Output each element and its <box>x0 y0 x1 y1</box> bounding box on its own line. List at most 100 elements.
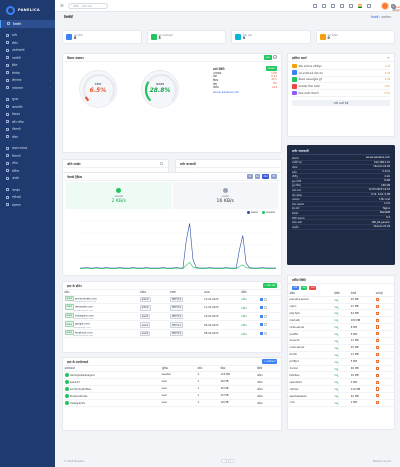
range-button[interactable]: 1घं <box>247 174 254 179</box>
sidebar-item[interactable]: पीएचपी › <box>0 126 55 134</box>
more-icon[interactable]: ⋯ <box>387 55 390 60</box>
domain-name[interactable]: google.com <box>74 322 90 326</box>
search-input[interactable]: ⌕ खोजें... (Ctrl+K) <box>67 2 108 9</box>
table-row[interactable]: productivetvfiles user 1 36 MB सक्रिय <box>63 385 281 393</box>
alert-item[interactable]: नया उपयोगकर्ता जोड़ा गया 5 घंटे <box>292 70 390 77</box>
sidebar-item[interactable]: फ़ाइल प्रबंधक <box>0 145 55 153</box>
sidebar-item[interactable]: डेटाबेस › <box>0 69 55 77</box>
language-flag-icon[interactable] <box>358 3 362 8</box>
sidebar-item[interactable]: सुरक्षा › <box>0 96 55 104</box>
service-row[interactable]: redis-server चालू 8 MB <box>288 323 394 332</box>
service-row[interactable]: proftpd चालू 5 MB <box>288 358 394 366</box>
chevron-left-icon[interactable]: ‹ <box>224 459 225 463</box>
table-row[interactable]: www productivetv.com www.productivetv.com… <box>63 295 281 305</box>
service-row[interactable]: cron चालू 2 MB <box>288 399 394 407</box>
refresh-icon[interactable] <box>273 55 277 60</box>
view-all-alerts-button[interactable]: सभी अलर्ट देखें <box>292 99 390 106</box>
restart-icon[interactable] <box>375 304 379 308</box>
php-tag[interactable]: PHP 8.3 <box>170 313 184 320</box>
service-row[interactable]: clamav चालू 210 MB <box>288 385 394 394</box>
sidebar-item[interactable]: सहायता <box>0 201 55 209</box>
restart-icon[interactable] <box>375 346 379 350</box>
restart-icon[interactable] <box>375 359 379 364</box>
filter-button[interactable]: चालू <box>300 285 308 290</box>
restart-icon[interactable] <box>375 339 379 343</box>
service-row[interactable]: mariadb चालू 180 MB <box>288 316 394 325</box>
sidebar-item[interactable]: ईमेल › <box>0 62 55 70</box>
sidebar-item[interactable]: उपयोगकर्ता › <box>0 47 55 55</box>
php-tag[interactable]: PHP 8.3 <box>170 330 184 337</box>
restart-icon[interactable] <box>375 380 379 384</box>
php-tag[interactable]: PHP 8.3 <box>170 296 184 303</box>
user-name[interactable]: facebookhubs <box>70 394 88 398</box>
page-pager[interactable]: ‹ 1 / 2 › <box>221 459 236 463</box>
sidebar-item[interactable]: एसएसएल › <box>0 84 55 92</box>
sidebar-item[interactable]: अपडेट <box>0 175 55 183</box>
user-menu[interactable]: Panelica RootAdministrator <box>381 1 400 12</box>
php-tag[interactable]: PHP 8.1 <box>170 322 184 328</box>
restart-icon[interactable] <box>375 366 379 370</box>
service-row[interactable]: postfix चालू 6 MB <box>288 330 394 339</box>
service-row[interactable]: node-server चालू 40 MB <box>288 344 394 352</box>
filter-button[interactable]: रुका <box>309 285 317 290</box>
stat-card[interactable]: ईमेल खाते 0 <box>231 30 311 44</box>
more-icon[interactable] <box>263 306 267 310</box>
terminal-icon[interactable] <box>322 3 326 8</box>
more-icon[interactable] <box>263 297 267 301</box>
domain-name[interactable]: demosite.com <box>74 305 93 309</box>
edit-icon[interactable] <box>259 297 264 301</box>
more-icon[interactable] <box>263 331 267 336</box>
sidebar-item[interactable]: निगरानी › <box>0 152 55 160</box>
restart-icon[interactable] <box>375 332 379 336</box>
user-name[interactable]: productivetvfiles <box>70 387 91 391</box>
table-row[interactable]: www instagram.com www.instagram.com user1 P… <box>63 312 281 322</box>
user-name[interactable]: pub123 <box>70 380 80 384</box>
sidebar-item[interactable]: एफटीपी <box>0 54 55 62</box>
service-row[interactable]: docker चालू 96 MB <box>288 365 394 373</box>
filter-button[interactable]: सभी <box>292 285 299 290</box>
service-row[interactable]: spamassassin चालू 62 MB <box>288 392 394 401</box>
table-row[interactable]: instagramtv user 1 18 MB सक्रिय <box>63 399 281 407</box>
service-row[interactable]: panelica-server चालू 48 MB <box>288 296 394 304</box>
alert-item[interactable]: बैकअप सफलतापूर्वक पूर्ण 8 घंटे <box>292 77 390 84</box>
sidebar-item[interactable]: डॉकर › <box>0 133 55 141</box>
sidebar-item[interactable]: एपीआई <box>0 194 55 202</box>
edit-icon[interactable] <box>259 314 264 318</box>
toggle-icon[interactable] <box>160 161 164 166</box>
service-row[interactable]: nginx चालू 22 MB <box>288 303 394 311</box>
sidebar-item[interactable]: डोमेन › <box>0 39 55 47</box>
bell-icon[interactable] <box>340 3 344 8</box>
service-row[interactable]: php-fpm चालू 64 MB <box>288 309 394 318</box>
restart-icon[interactable] <box>375 394 379 398</box>
domain-name[interactable]: instagram.com <box>74 313 94 317</box>
stat-card[interactable]: कुल उपयोगकर्ता 3 <box>146 30 226 44</box>
more-icon[interactable] <box>263 323 267 327</box>
sidebar-item[interactable]: बैकअप <box>0 111 55 119</box>
user-name[interactable]: instagramtv <box>70 401 86 405</box>
add-domain-button[interactable]: + डोमेन जोड़ें <box>262 283 277 288</box>
domain-name[interactable]: facebook.com <box>74 331 93 335</box>
sidebar-item[interactable]: क्रॉन जॉब्स <box>0 118 55 126</box>
server-link[interactable]: server.panelica.com <box>213 90 240 94</box>
add-user-button[interactable]: + उपयोगकर्ता <box>262 359 277 364</box>
more-icon[interactable] <box>263 314 267 318</box>
fullscreen-icon[interactable] <box>367 3 371 8</box>
php-tag[interactable]: PHP 8.2 <box>170 305 184 311</box>
monitor-icon[interactable] <box>331 3 335 8</box>
sidebar-item[interactable]: फ़ायरवॉल <box>0 103 55 111</box>
restart-icon[interactable] <box>375 297 379 302</box>
edit-icon[interactable] <box>259 306 264 310</box>
stat-card[interactable]: कुल डेटाबेस 0 <box>315 30 395 44</box>
service-row[interactable]: fail2ban चालू 18 MB <box>288 371 394 380</box>
edit-icon[interactable] <box>259 331 264 336</box>
restart-icon[interactable] <box>375 318 379 322</box>
table-row[interactable]: www facebook.com www.facebook.com user2 PHP… <box>63 329 281 339</box>
sidebar-item[interactable]: सर्वर › <box>0 32 55 40</box>
alert-item[interactable]: फ़ायरवॉल नियम अपडेट 1 दिन <box>292 83 390 91</box>
user-name[interactable]: demoglobalpusgurs <box>70 373 95 377</box>
table-row[interactable]: facebookhubs user 1 22 MB सक्रिय <box>63 392 281 400</box>
breadcrumb-home[interactable]: डैशबोर्ड <box>371 14 379 19</box>
range-button[interactable]: 6घं <box>254 174 261 179</box>
alert-item[interactable]: SSL प्रमाणपत्र नवीनीकृत 2 घंटे <box>292 63 390 70</box>
menu-toggle-icon[interactable]: ☰ <box>60 3 64 8</box>
